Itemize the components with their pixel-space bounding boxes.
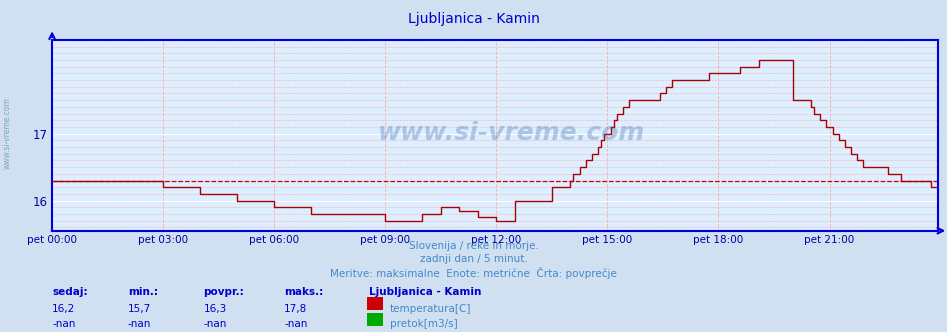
Text: 17,8: 17,8 <box>284 304 308 314</box>
Text: -nan: -nan <box>52 319 76 329</box>
Text: 16,3: 16,3 <box>204 304 227 314</box>
Text: 16,2: 16,2 <box>52 304 76 314</box>
Text: pretok[m3/s]: pretok[m3/s] <box>390 319 458 329</box>
Text: Slovenija / reke in morje.: Slovenija / reke in morje. <box>408 241 539 251</box>
Text: -nan: -nan <box>284 319 308 329</box>
Text: 15,7: 15,7 <box>128 304 152 314</box>
Text: min.:: min.: <box>128 287 158 297</box>
Text: -nan: -nan <box>204 319 227 329</box>
Text: sedaj:: sedaj: <box>52 287 88 297</box>
Text: www.si-vreme.com: www.si-vreme.com <box>378 121 645 145</box>
Text: Meritve: maksimalne  Enote: metrične  Črta: povprečje: Meritve: maksimalne Enote: metrične Črta… <box>331 267 616 279</box>
Text: temperatura[C]: temperatura[C] <box>390 304 472 314</box>
Text: www.si-vreme.com: www.si-vreme.com <box>3 97 12 169</box>
Text: Ljubljanica - Kamin: Ljubljanica - Kamin <box>369 287 482 297</box>
Text: Ljubljanica - Kamin: Ljubljanica - Kamin <box>407 12 540 26</box>
Text: maks.:: maks.: <box>284 287 323 297</box>
Text: povpr.:: povpr.: <box>204 287 244 297</box>
Text: -nan: -nan <box>128 319 152 329</box>
Text: zadnji dan / 5 minut.: zadnji dan / 5 minut. <box>420 254 527 264</box>
